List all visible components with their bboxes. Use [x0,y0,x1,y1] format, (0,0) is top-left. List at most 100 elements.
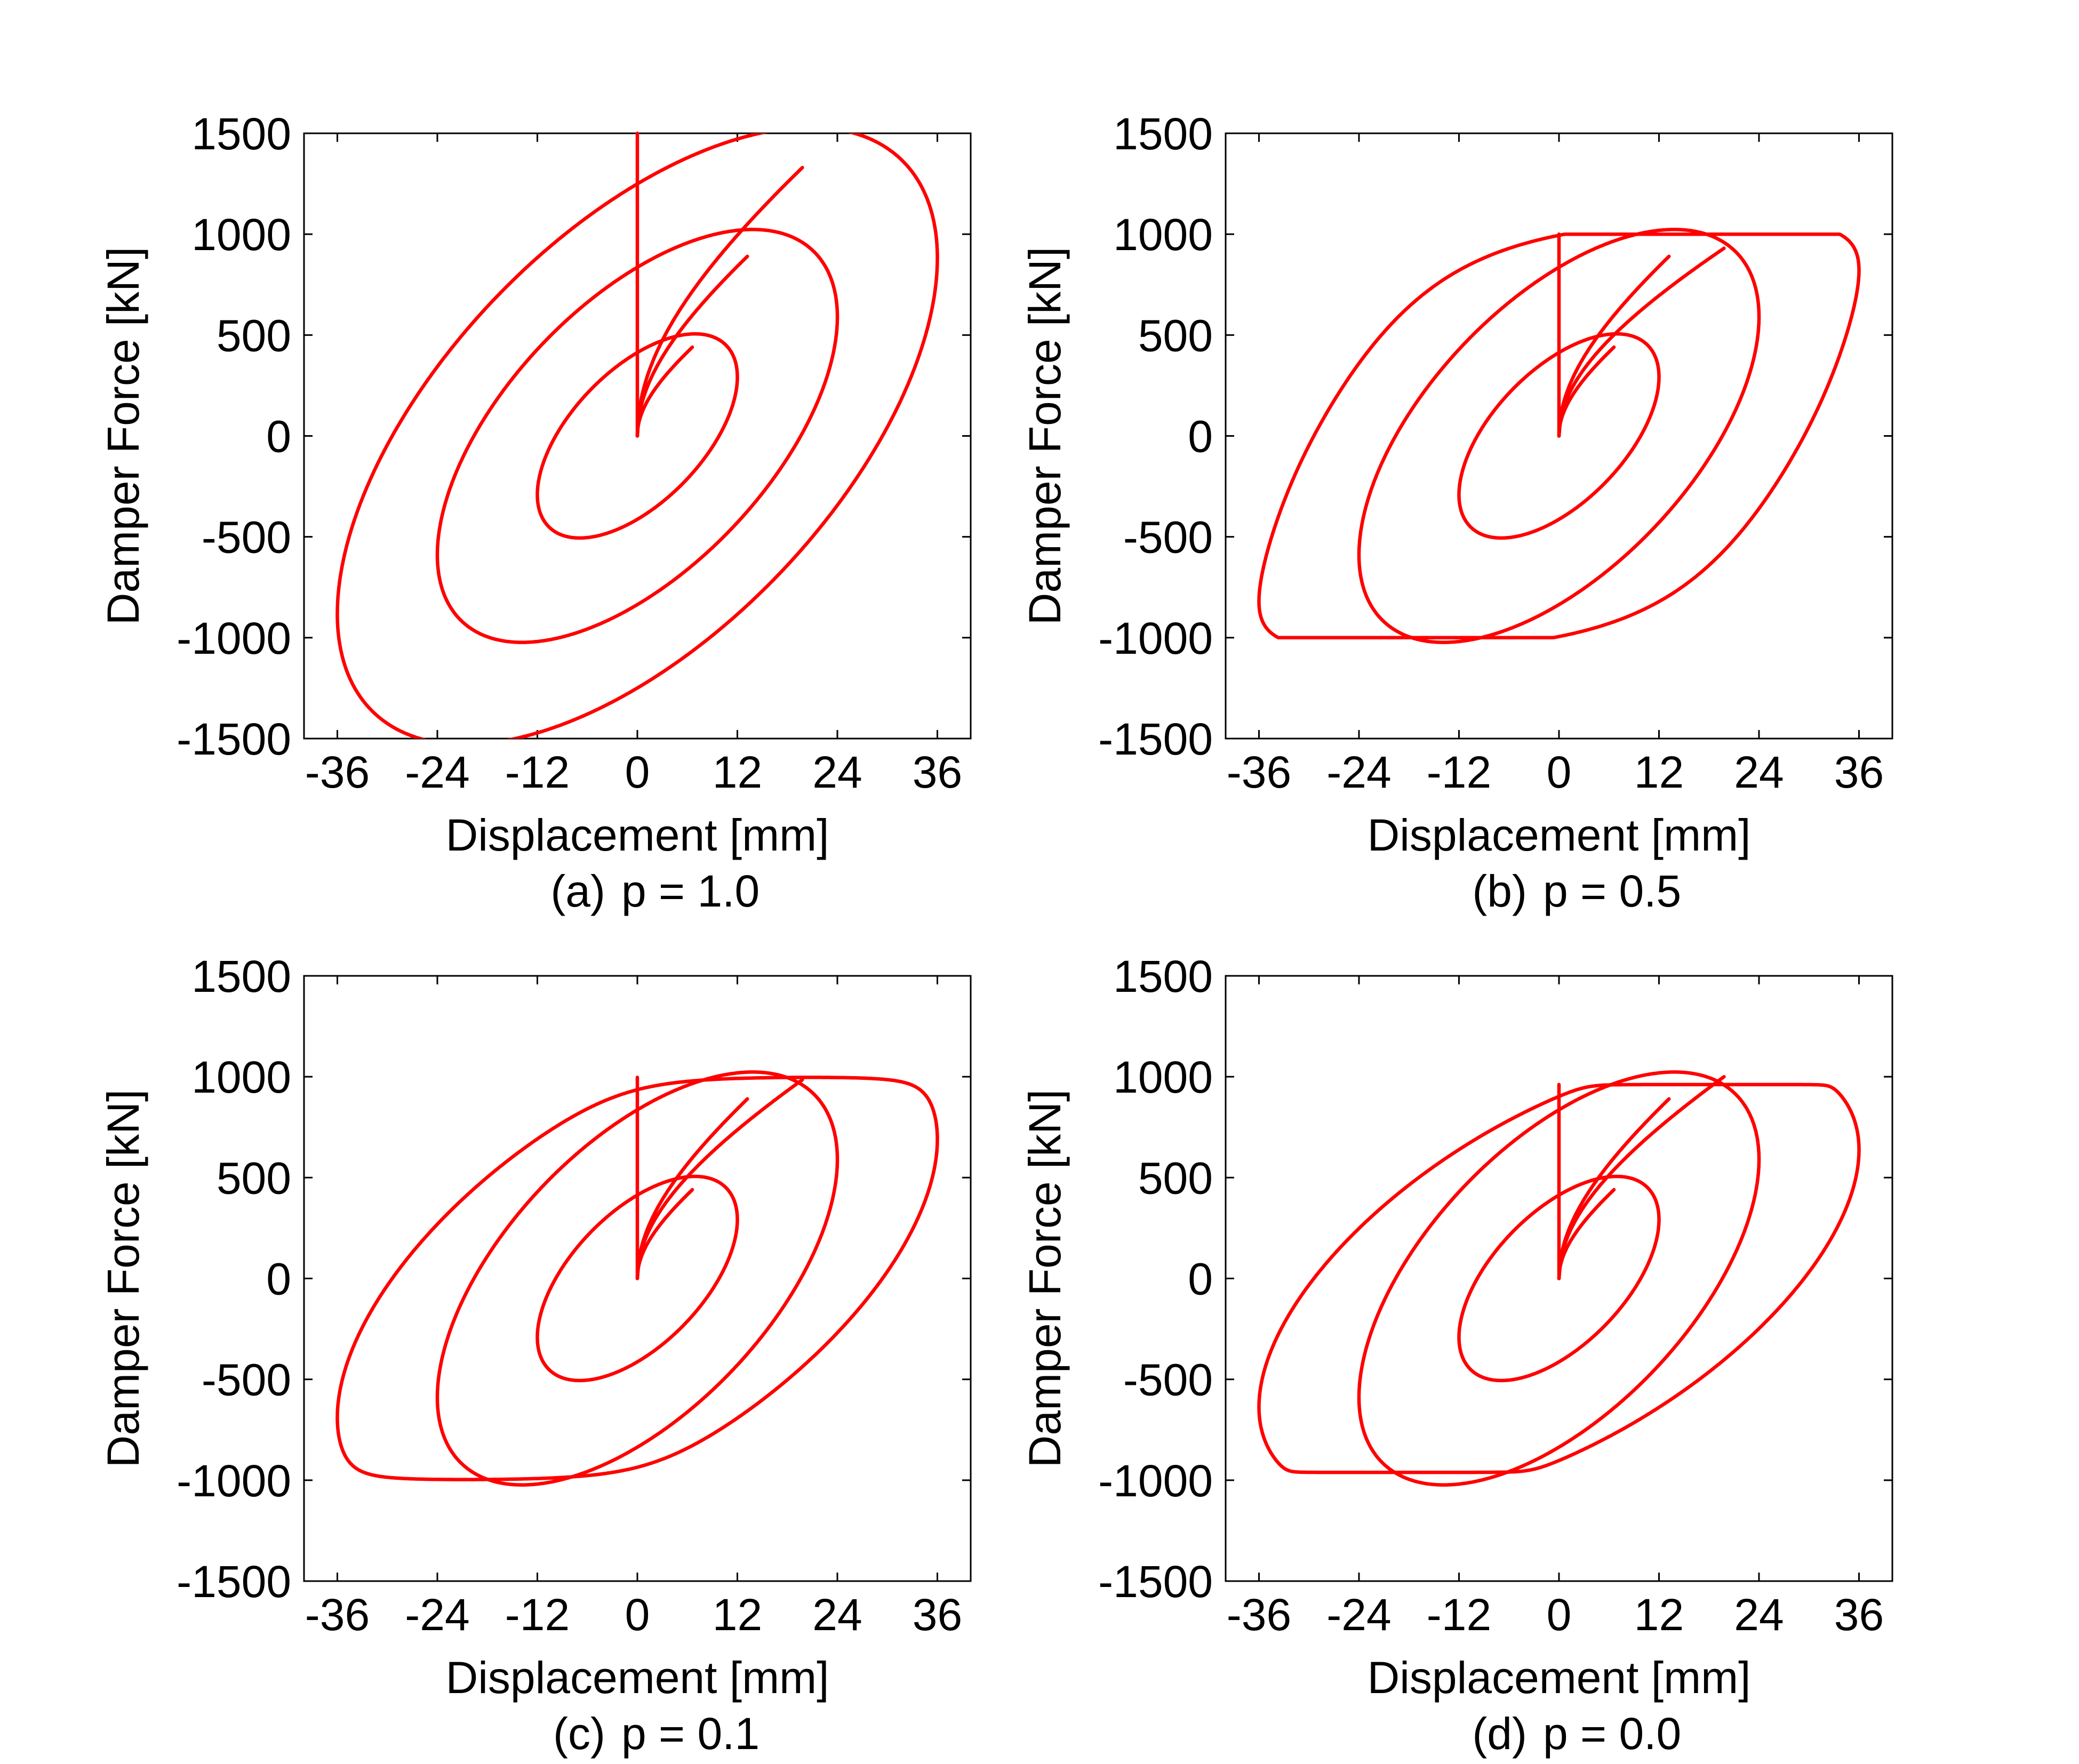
x-axis-title: Displacement [mm] [1368,1653,1751,1703]
hysteresis-loop-1 [1457,1174,1661,1383]
y-tick-label: 0 [1188,412,1213,462]
panel-caption-param: p = 0.0 [1543,1709,1681,1759]
x-tick-label: -12 [1427,747,1491,797]
y-tick-label: 500 [1138,310,1213,360]
x-tick-label: -12 [1427,1590,1491,1640]
hysteresis-loop-2 [1357,1070,1761,1487]
x-tick-label: 0 [625,1590,650,1640]
hysteresis-loop-2 [1357,228,1761,644]
y-axis-title: Damper Force [kN] [98,247,148,626]
y-tick-label: 0 [1188,1254,1213,1304]
y-axis-title: Damper Force [kN] [1020,247,1070,626]
x-tick-label: 36 [913,1590,962,1640]
x-tick-label: -36 [305,747,370,797]
x-tick-label: -36 [305,1590,370,1640]
y-tick-label: -500 [1123,1355,1213,1405]
x-tick-label: -24 [405,1590,469,1640]
y-tick-label: -500 [202,1355,291,1405]
panel-d: -36 -24 -12 0 12 24 36 -1500 -1000 -500 0 500 1000 15… [1020,951,1893,1759]
x-tick-label: 12 [713,1590,762,1640]
initial-branch-3 [635,166,804,438]
y-tick-label: 500 [217,310,291,360]
panel-c: -36 -24 -12 0 12 24 36 -1500 -1000 -500 0 500 1000 15… [98,951,972,1759]
y-tick-label: 1000 [1113,210,1213,260]
initial-branch-1 [1557,345,1616,438]
y-tick-label: -500 [1123,512,1213,563]
y-tick-label: -500 [202,512,291,563]
y-tick-label: -1500 [177,1557,291,1607]
x-tick-label: 24 [812,1590,862,1640]
x-axis-title: Displacement [mm] [446,810,829,860]
x-tick-label: 36 [1834,1590,1884,1640]
y-tick-label: -1000 [177,1456,291,1506]
x-tick-label: -12 [505,1590,570,1640]
y-tick-label: -1000 [1098,613,1213,663]
panel-a: -36 -24 -12 0 12 24 36 -1500 -1000 -500 0 500 1000 15… [98,109,972,916]
panel-caption-param: p = 0.5 [1543,866,1681,916]
y-tick-label: -1500 [1098,714,1213,764]
panel-caption-label: (c) [553,1709,605,1759]
panel-caption-label: (b) [1472,866,1527,916]
initial-branch-2 [635,254,749,438]
x-tick-label: 36 [1834,747,1884,797]
y-tick-label: 1000 [191,210,291,260]
x-tick-label: 12 [713,747,762,797]
x-tick-label: -24 [1326,1590,1391,1640]
x-tick-label: -36 [1227,1590,1291,1640]
x-tick-label: 24 [1734,1590,1784,1640]
y-tick-label: 1500 [1113,109,1213,159]
x-tick-label: -12 [505,747,570,797]
x-tick-label: 24 [1734,747,1784,797]
x-tick-label: -24 [1326,747,1391,797]
panel-b: -36 -24 -12 0 12 24 36 -1500 -1000 -500 0 500 1000 15… [1020,109,1893,916]
x-axis-title: Displacement [mm] [446,1653,829,1703]
y-tick-label: -1000 [1098,1456,1213,1506]
initial-branch-1 [635,345,694,438]
x-axis-title: Displacement [mm] [1368,810,1751,860]
y-tick-label: 1000 [1113,1052,1213,1102]
x-tick-label: 0 [625,747,650,797]
y-tick-label: -1500 [177,714,291,764]
x-tick-label: -36 [1227,747,1291,797]
initial-branch-1 [1557,1188,1616,1280]
initial-branch-2 [1557,1097,1671,1280]
x-tick-label: 0 [1547,747,1572,797]
y-tick-label: 0 [266,1254,291,1304]
hysteresis-loop-2 [435,228,839,644]
initial-branch-1 [635,1188,694,1280]
y-tick-label: -1500 [1098,1557,1213,1607]
initial-branch-3 [1557,246,1726,438]
x-tick-label: 12 [1634,1590,1684,1640]
y-tick-label: 1500 [1113,951,1213,1001]
x-tick-label: 0 [1547,1590,1572,1640]
initial-branch-2 [1557,254,1671,438]
hysteresis-loop-3 [1257,1083,1861,1474]
y-tick-label: 0 [266,412,291,462]
x-tick-label: 24 [812,747,862,797]
hysteresis-loop-1 [535,332,739,540]
y-tick-label: -1000 [177,613,291,663]
y-tick-label: 500 [1138,1153,1213,1203]
hysteresis-loop-3 [335,133,939,739]
x-tick-label: -24 [405,747,469,797]
y-tick-label: 500 [217,1153,291,1203]
initial-branch-3 [1557,1075,1726,1280]
panel-caption-label: (a) [550,866,605,916]
hysteresis-loop-1 [535,1174,739,1383]
x-tick-label: 12 [1634,747,1684,797]
hysteresis-loop-3 [1257,232,1861,640]
panel-caption-param: p = 1.0 [621,866,759,916]
y-tick-label: 1000 [191,1052,291,1102]
panel-caption-param: p = 0.1 [621,1709,759,1759]
initial-branch-3 [635,1078,804,1280]
y-tick-label: 1500 [191,951,291,1001]
y-axis-title: Damper Force [kN] [98,1089,148,1468]
x-tick-label: 36 [913,747,962,797]
initial-branch-2 [635,1097,749,1280]
hysteresis-loop-3 [335,1076,939,1481]
hysteresis-loop-1 [1457,332,1661,540]
y-tick-label: 1500 [191,109,291,159]
panel-caption-label: (d) [1472,1709,1527,1759]
